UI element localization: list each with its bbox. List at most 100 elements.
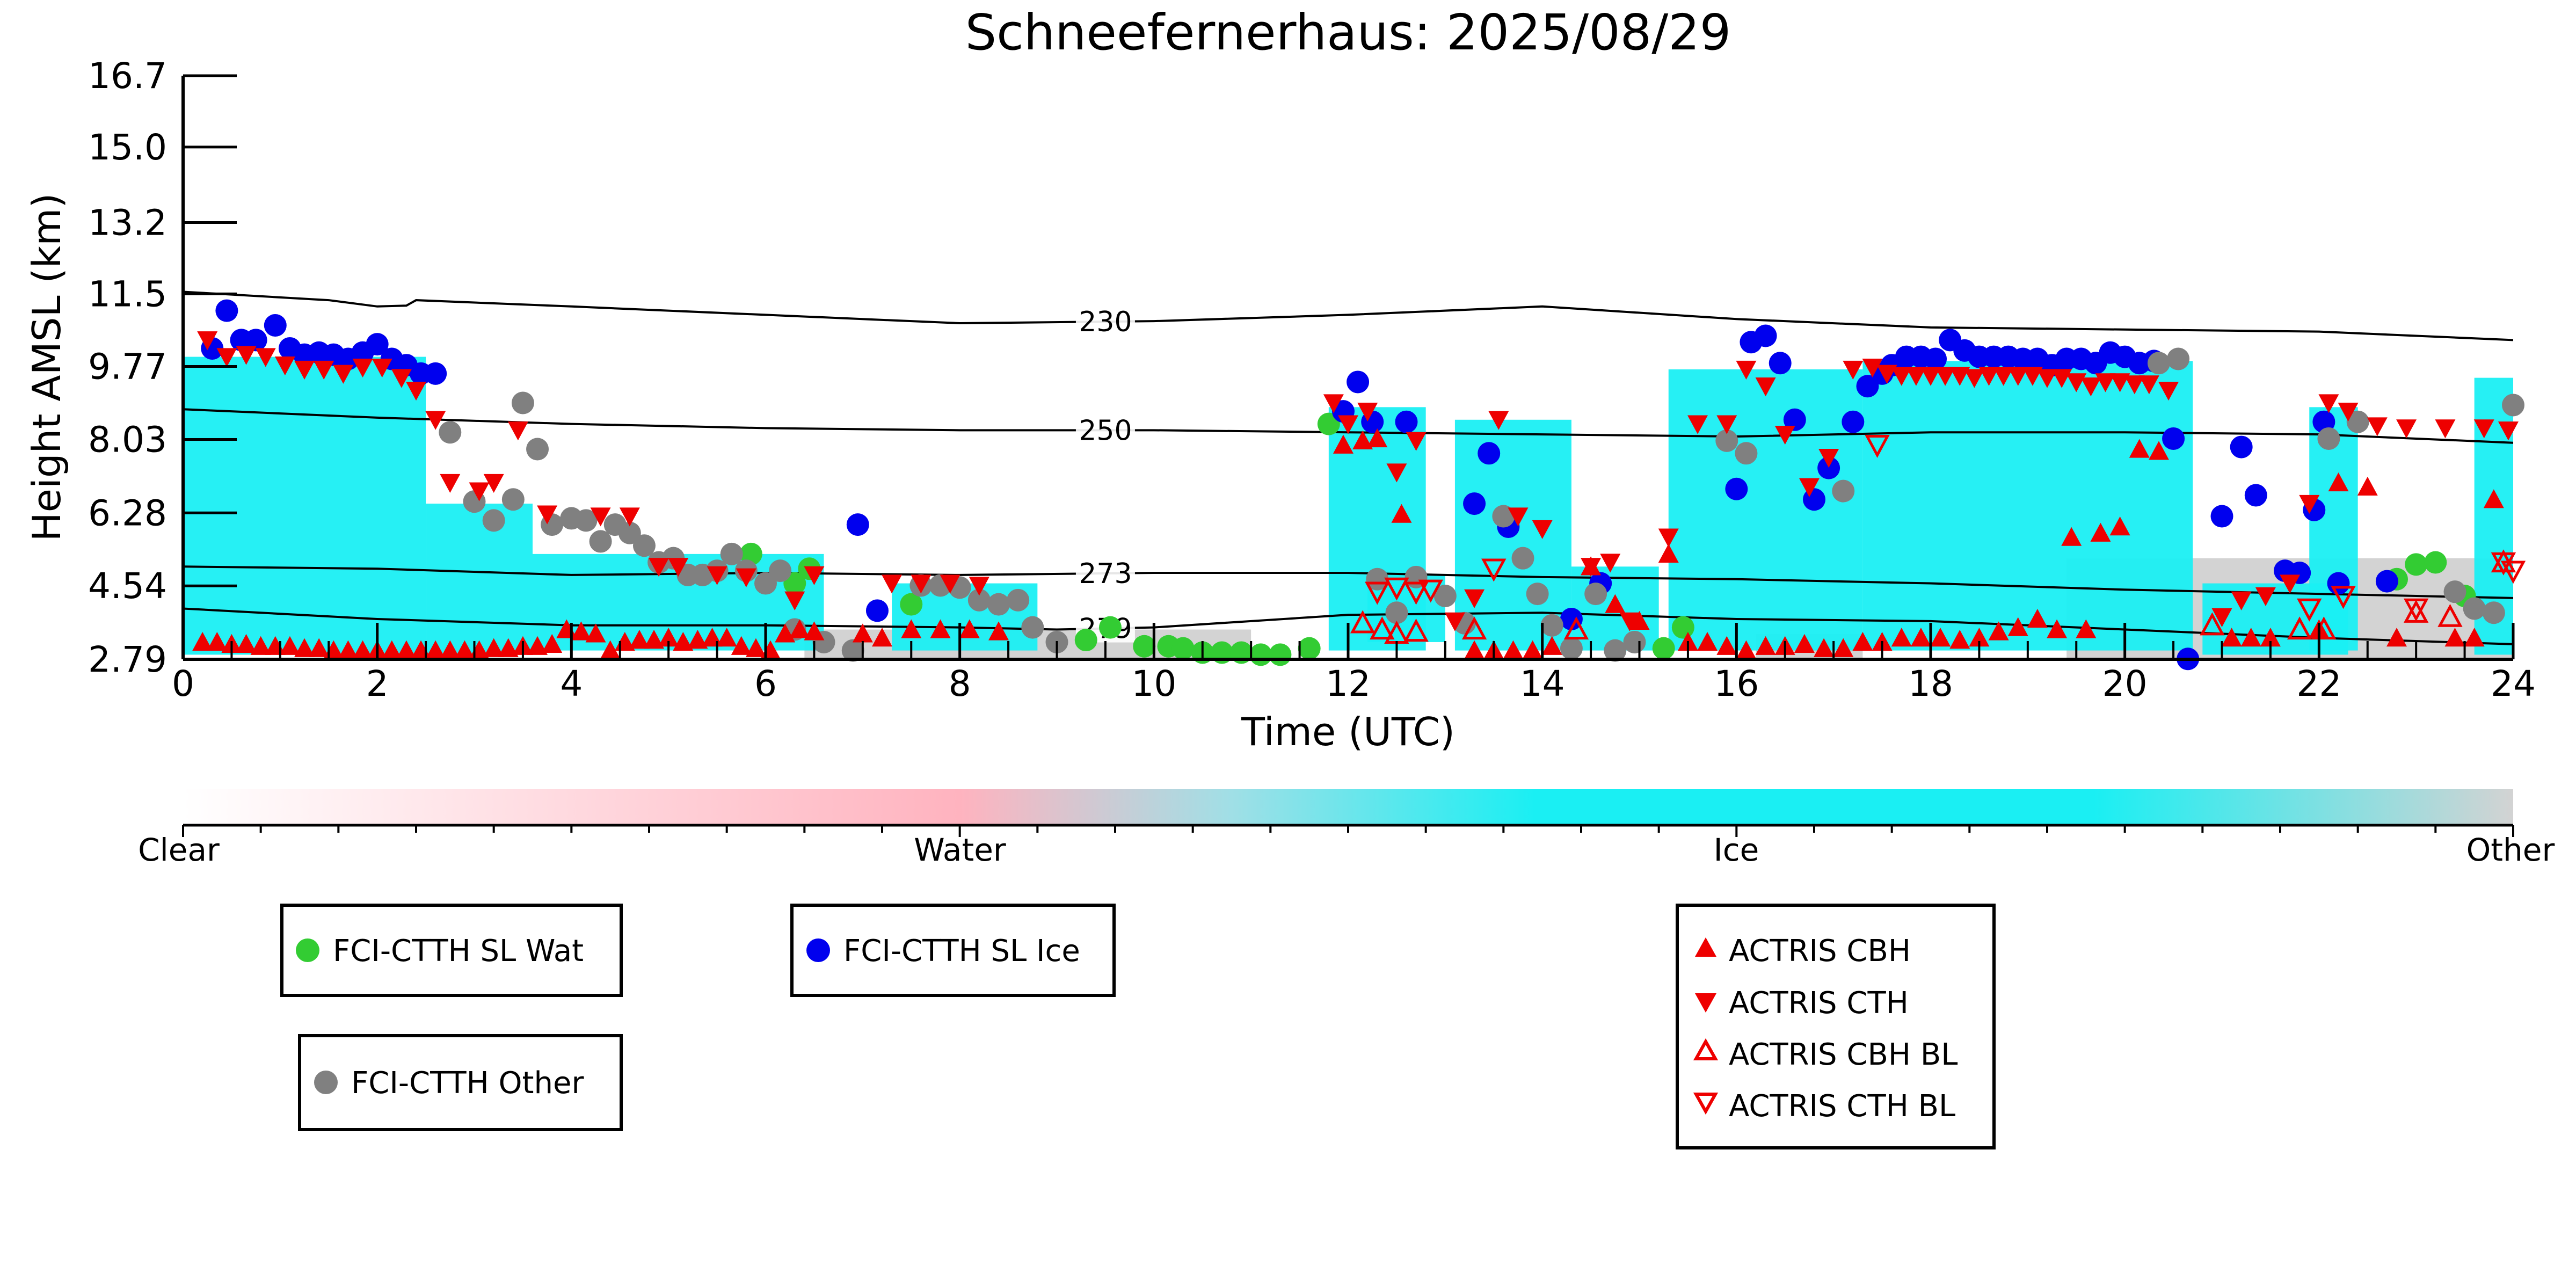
data-point <box>687 630 708 649</box>
data-point <box>1949 630 1970 649</box>
ice-field-region <box>426 504 533 655</box>
data-point <box>1526 583 1549 606</box>
data-point <box>244 329 267 352</box>
data-point <box>1993 367 2014 386</box>
data-point <box>2464 628 2485 647</box>
data-point <box>1619 612 1640 631</box>
data-point <box>1366 567 1389 591</box>
legend-marker-other <box>314 1071 338 1094</box>
data-point <box>425 411 446 430</box>
data-point <box>1333 434 1354 454</box>
legend-frame <box>280 904 623 997</box>
data-point <box>1930 628 1951 647</box>
data-point <box>2331 586 2356 609</box>
y-axis-title: Height AMSL (km) <box>24 193 69 542</box>
data-point <box>1338 415 1358 434</box>
data-point <box>1133 635 1156 658</box>
data-point <box>1755 377 1776 397</box>
data-point <box>2076 619 2097 638</box>
data-point <box>1774 425 1795 445</box>
data-point <box>2502 394 2524 417</box>
data-point <box>1298 637 1321 660</box>
data-point <box>1783 408 1806 431</box>
data-point <box>1367 428 1388 448</box>
data-point <box>1464 640 1485 659</box>
data-point <box>1924 347 1947 370</box>
legend-label-cbh: ACTRIS CBH <box>1729 934 1911 969</box>
data-point <box>439 421 462 444</box>
legend-box-wat: FCI-CTTH SL Wat <box>280 904 623 997</box>
x-tick-label: 22 <box>2296 663 2341 704</box>
data-point <box>2318 394 2339 413</box>
data-point <box>865 599 889 622</box>
data-point <box>930 619 951 638</box>
data-point <box>1560 637 1583 660</box>
data-point <box>406 381 426 401</box>
data-point <box>1652 637 1675 660</box>
ice-field-region <box>183 356 426 655</box>
data-point <box>314 360 334 380</box>
data-point <box>1511 547 1534 570</box>
data-point <box>2240 628 2261 647</box>
data-point <box>804 566 825 585</box>
data-point <box>1522 640 1543 659</box>
data-point <box>783 572 806 595</box>
data-point <box>215 299 238 322</box>
legend-box-other: FCI-CTTH Other <box>298 1034 623 1131</box>
data-point <box>2405 553 2428 576</box>
data-point <box>333 365 354 384</box>
data-point <box>2280 574 2301 594</box>
data-point <box>1754 324 1777 347</box>
data-point <box>1508 507 1529 527</box>
legend-marker-cbh-bl <box>1693 1038 1719 1060</box>
data-point <box>600 640 621 659</box>
data-point <box>1725 477 1748 500</box>
data-point <box>1384 577 1409 601</box>
data-point <box>1541 636 1562 655</box>
data-point <box>1492 505 1515 528</box>
data-point <box>338 640 359 659</box>
data-point <box>2037 369 2057 388</box>
data-point <box>872 628 892 647</box>
data-point <box>1352 430 1373 450</box>
data-point <box>391 369 412 388</box>
data-point <box>2007 617 2028 636</box>
data-point <box>1021 616 1044 639</box>
legend-label-cth-bl: ACTRIS CTH BL <box>1729 1089 1955 1124</box>
data-point <box>1856 375 1879 398</box>
data-point <box>1370 616 1395 640</box>
data-point <box>2138 375 2159 395</box>
data-point <box>1403 618 1429 642</box>
data-point <box>1799 478 1820 497</box>
legend-marker-ice <box>806 938 830 962</box>
data-point <box>2346 410 2369 433</box>
legend-label-wat: FCI-CTTH SL Wat <box>333 934 584 969</box>
data-point <box>527 636 548 655</box>
data-point <box>483 638 504 657</box>
legend-marker-cth <box>1695 993 1716 1013</box>
data-point <box>574 509 598 532</box>
x-tick-label: 12 <box>1326 663 1371 704</box>
legend-box-ice: FCI-CTTH SL Ice <box>790 904 1116 997</box>
data-point <box>967 588 991 612</box>
data-point <box>1755 636 1776 655</box>
data-point <box>236 634 257 653</box>
data-point <box>1540 614 1563 637</box>
data-point <box>425 640 446 659</box>
data-point <box>2230 435 2253 459</box>
colorbar-ticks <box>182 824 2514 837</box>
data-point <box>1385 601 1408 624</box>
data-point <box>1604 639 1627 662</box>
data-point <box>2435 419 2456 439</box>
data-point <box>381 640 402 659</box>
data-point <box>2500 561 2526 584</box>
colorbar-label-water: Water <box>914 832 1006 868</box>
y-tick-label: 13.2 <box>88 202 167 244</box>
data-point <box>2047 619 2068 638</box>
x-tick-label: 24 <box>2491 663 2536 704</box>
data-point <box>841 639 864 662</box>
data-point <box>1843 360 1864 380</box>
data-point <box>2473 419 2494 439</box>
data-point <box>789 619 810 638</box>
legend-label-other: FCI-CTTH Other <box>351 1066 584 1101</box>
